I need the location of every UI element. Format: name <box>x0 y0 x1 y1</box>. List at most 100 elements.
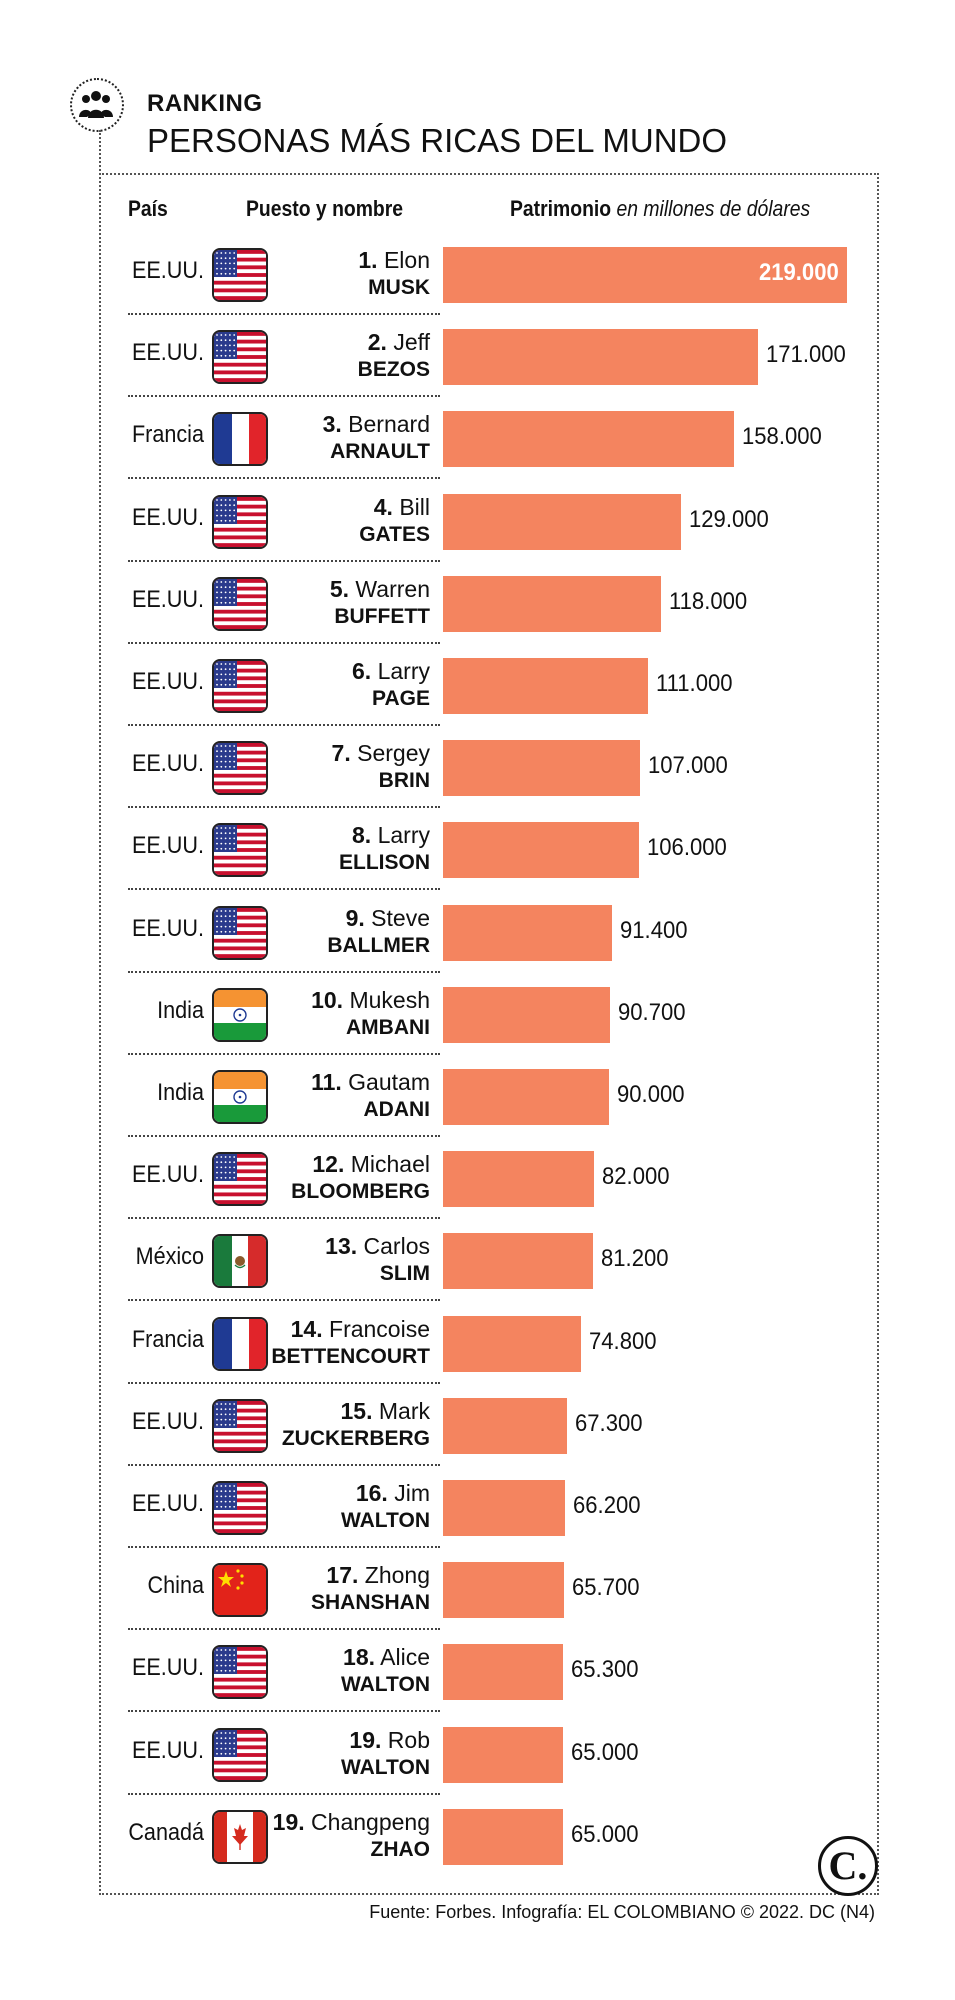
country-label: EE.UU. <box>131 585 204 613</box>
us-flag-icon <box>212 1645 268 1700</box>
last-name: AMBANI <box>346 1015 430 1039</box>
row-separator <box>128 1052 440 1055</box>
row-separator <box>128 1217 440 1220</box>
column-header-name: Puesto y nombre <box>246 196 404 221</box>
first-name: Sergey <box>350 740 430 767</box>
bar <box>443 1644 564 1701</box>
row-separator <box>128 477 440 480</box>
canada-flag-icon <box>212 1809 268 1864</box>
row-separator <box>128 970 440 973</box>
us-flag-icon <box>212 494 268 549</box>
chart-row: India 10. Mukesh AMBANI 90.700 <box>0 973 955 1055</box>
bar <box>443 493 681 550</box>
frame-connector <box>99 130 101 175</box>
rank-number: 8. <box>352 822 372 849</box>
first-name: Bernard <box>341 411 430 438</box>
person-name: 9. Steve BALLMER <box>260 904 430 960</box>
us-flag-icon <box>212 248 268 302</box>
bar <box>443 904 612 961</box>
person-name: 11. Gautam ADANI <box>260 1068 430 1124</box>
us-flag-icon <box>212 741 268 796</box>
rank-number: 1. <box>358 247 378 273</box>
row-separator <box>128 1546 440 1548</box>
chart-row: EE.UU. 4. Bill GATES 129.000 <box>0 480 955 562</box>
bar <box>443 1480 566 1536</box>
country-label: Francia <box>131 421 204 449</box>
last-name: SHANSHAN <box>310 1591 430 1615</box>
data-label: 107.000 <box>648 752 729 780</box>
row-separator <box>128 313 440 315</box>
rank-number: 9. <box>345 904 365 931</box>
us-flag-icon <box>212 1727 268 1782</box>
column-header-value: Patrimonio en millones de dólares <box>510 196 810 222</box>
chart-row: Canadá 19. Changpeng ZHAO 65.000 <box>0 1795 955 1877</box>
person-name: 6. Larry PAGE <box>260 657 430 713</box>
rank-number: 3. <box>322 411 342 438</box>
first-name: Francoise <box>322 1315 430 1342</box>
column-header-country: País <box>128 196 168 221</box>
chart-row: EE.UU. 19. Rob WALTON 65.000 <box>0 1713 955 1795</box>
bar <box>443 986 611 1043</box>
row-separator <box>128 1463 440 1466</box>
country-label: EE.UU. <box>131 914 204 942</box>
bar <box>443 1069 610 1125</box>
first-name: Changpeng <box>304 1808 430 1835</box>
person-name: 1. Elon MUSK <box>260 246 430 302</box>
bar <box>443 247 847 303</box>
person-name: 5. Warren BUFFETT <box>260 575 430 631</box>
first-name: Mukesh <box>343 986 430 1013</box>
last-name: MUSK <box>368 276 430 299</box>
country-label: Francia <box>131 1325 204 1353</box>
bar <box>443 1233 593 1290</box>
first-name: Michael <box>344 1151 430 1178</box>
data-label: 65.300 <box>571 1656 639 1684</box>
last-name: ZHAO <box>370 1837 431 1861</box>
country-label: EE.UU. <box>131 1736 204 1764</box>
person-name: 8. Larry ELLISON <box>260 821 430 877</box>
rank-number: 10. <box>311 986 344 1013</box>
chart-row: EE.UU. 12. Michael BLOOMBERG 82.000 <box>0 1137 955 1220</box>
people-group-icon <box>70 78 124 132</box>
person-name: 12. Michael BLOOMBERG <box>260 1150 430 1206</box>
france-flag-icon <box>212 412 268 467</box>
last-name: ELLISON <box>338 851 430 875</box>
person-name: 13. Carlos SLIM <box>260 1232 430 1288</box>
el-colombiano-logo: C. <box>818 1836 878 1896</box>
data-label: 65.000 <box>570 1820 639 1848</box>
last-name: BETTENCOURT <box>271 1344 430 1368</box>
person-name: 14. Francoise BETTENCOURT <box>260 1315 430 1371</box>
bar <box>443 658 648 714</box>
chart-row: EE.UU. 5. Warren BUFFETT 118.000 <box>0 562 955 644</box>
chart-row: EE.UU. 7. Sergey BRIN 107.000 <box>0 726 955 809</box>
last-name: BEZOS <box>357 358 430 382</box>
rank-number: 19. <box>272 1808 305 1835</box>
row-separator <box>128 1299 440 1302</box>
rank-number: 2. <box>367 329 387 356</box>
person-name: 7. Sergey BRIN <box>260 739 430 795</box>
logo-text: C. <box>828 1843 868 1888</box>
chart-row: Francia 3. Bernard ARNAULT 158.000 <box>0 397 955 480</box>
first-name: Alice <box>375 1644 430 1671</box>
first-name: Carlos <box>357 1233 430 1260</box>
rank-number: 14. <box>290 1315 323 1342</box>
first-name: Zhong <box>358 1562 430 1589</box>
us-flag-icon <box>212 1152 268 1207</box>
us-flag-icon <box>212 1398 268 1453</box>
india-flag-icon <box>212 987 268 1042</box>
country-label: EE.UU. <box>131 832 204 860</box>
first-name: Mark <box>372 1397 430 1424</box>
country-label: México <box>135 1243 204 1271</box>
first-name: Elon <box>377 247 430 273</box>
country-label: EE.UU. <box>131 750 204 778</box>
header: RANKING PERSONAS MÁS RICAS DEL MUNDO <box>70 78 890 168</box>
chart-row: EE.UU. 6. Larry PAGE 111.000 <box>0 644 955 726</box>
page-title: PERSONAS MÁS RICAS DEL MUNDO <box>147 122 728 159</box>
bar <box>443 1151 595 1208</box>
data-label: 171.000 <box>766 341 847 369</box>
chart-row: México 13. Carlos SLIM 81.200 <box>0 1219 955 1302</box>
first-name: Larry <box>371 822 430 849</box>
row-separator <box>128 641 440 644</box>
person-name: 18. Alice WALTON <box>260 1643 430 1699</box>
person-name: 3. Bernard ARNAULT <box>260 410 430 466</box>
row-separator <box>128 806 440 809</box>
